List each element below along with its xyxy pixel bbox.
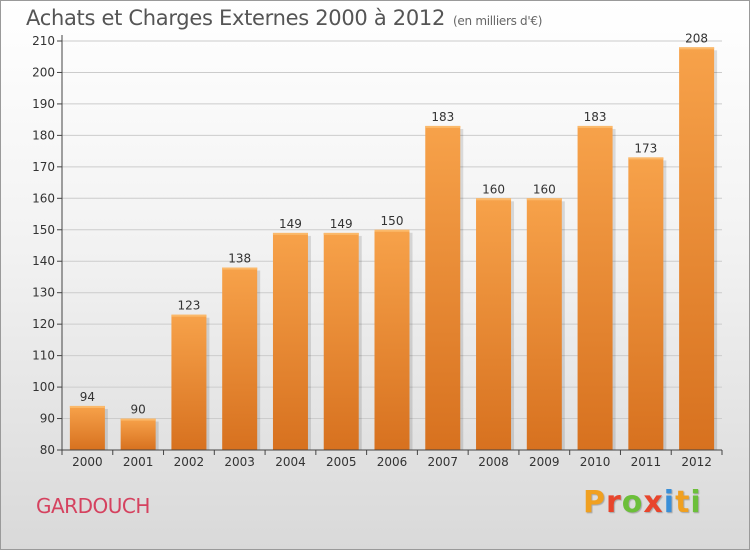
x-tick-label: 2012 xyxy=(681,455,712,469)
bar xyxy=(323,232,359,450)
bar-top-edge xyxy=(69,405,105,408)
bar-value-label: 208 xyxy=(685,31,708,45)
y-tick-label: 110 xyxy=(32,349,55,363)
bar xyxy=(69,405,105,450)
bar xyxy=(628,157,664,450)
bar-value-label: 150 xyxy=(381,214,404,228)
bar xyxy=(272,232,308,450)
logo-letter: i xyxy=(690,485,702,520)
bar-top-edge xyxy=(679,47,715,50)
y-tick-label: 130 xyxy=(32,286,55,300)
y-tick-label: 210 xyxy=(32,34,55,48)
x-tick-label: 2000 xyxy=(72,455,103,469)
bars xyxy=(69,47,718,451)
y-tick-label: 80 xyxy=(40,443,55,457)
x-tick-label: 2005 xyxy=(326,455,357,469)
logo-letter: i xyxy=(663,485,676,520)
bar-top-edge xyxy=(374,229,410,232)
bar-value-label: 123 xyxy=(177,299,200,313)
bar-value-label: 90 xyxy=(131,403,146,417)
bar xyxy=(171,314,207,450)
bar-top-edge xyxy=(272,232,308,235)
bar-top-edge xyxy=(120,418,156,421)
bar xyxy=(222,267,258,450)
y-tick-label: 150 xyxy=(32,223,55,237)
bar-top-edge xyxy=(476,198,512,201)
y-tick-label: 140 xyxy=(32,254,55,268)
logo-letter: t xyxy=(675,485,691,520)
y-tick-label: 180 xyxy=(32,128,55,142)
x-tick-label: 2004 xyxy=(275,455,306,469)
y-tick-label: 120 xyxy=(32,317,55,331)
bar-top-edge xyxy=(526,198,562,201)
x-tick-label: 2006 xyxy=(377,455,408,469)
bar-top-edge xyxy=(222,267,258,270)
bar-top-edge xyxy=(323,232,359,235)
bar-value-label: 160 xyxy=(482,182,505,196)
title-text: Achats et Charges Externes 2000 à 2012 xyxy=(26,6,446,30)
x-tick-label: 2003 xyxy=(224,455,255,469)
x-tick-label: 2002 xyxy=(174,455,205,469)
bar xyxy=(679,47,715,451)
bar-top-edge xyxy=(171,314,207,317)
logo-letter: o xyxy=(621,485,644,520)
y-tick-label: 100 xyxy=(32,380,55,394)
y-tick-label: 160 xyxy=(32,191,55,205)
y-tick-label: 90 xyxy=(40,412,55,426)
x-tick-label: 2010 xyxy=(580,455,611,469)
y-tick-label: 190 xyxy=(32,97,55,111)
bar-value-label: 183 xyxy=(584,110,607,124)
axes xyxy=(57,35,723,455)
bar xyxy=(425,125,461,450)
logo-letter: x xyxy=(643,485,664,520)
bar-value-label: 94 xyxy=(80,390,95,404)
bar-value-label: 149 xyxy=(330,217,353,231)
bar-top-edge xyxy=(628,157,664,160)
chart-title: Achats et Charges Externes 2000 à 2012 (e… xyxy=(26,6,542,30)
bar-value-label: 160 xyxy=(533,182,556,196)
logo-letter: r xyxy=(606,485,622,520)
bar xyxy=(120,418,156,450)
bar xyxy=(476,198,512,450)
x-tick-label: 2008 xyxy=(478,455,509,469)
labels: 80 90 100 110 120 130 140 150 160 170 180 190 200 210… xyxy=(32,31,712,469)
chart-subtitle: (en milliers d'€) xyxy=(453,14,543,28)
bar xyxy=(577,125,613,450)
bar-value-label: 173 xyxy=(634,141,657,155)
x-tick-label: 2001 xyxy=(123,455,154,469)
bar-value-label: 149 xyxy=(279,217,302,231)
x-tick-label: 2009 xyxy=(529,455,560,469)
bar xyxy=(526,198,562,450)
proxiti-logo: Proxiti xyxy=(583,485,702,520)
x-tick-label: 2007 xyxy=(427,455,458,469)
bar-value-label: 183 xyxy=(431,110,454,124)
bar-value-label: 138 xyxy=(228,252,251,266)
x-tick-label: 2011 xyxy=(631,455,662,469)
y-tick-label: 170 xyxy=(32,160,55,174)
bar-top-edge xyxy=(577,125,613,128)
city-name: GARDOUCH xyxy=(36,494,150,518)
y-tick-label: 200 xyxy=(32,65,55,79)
bar xyxy=(374,229,410,450)
logo-letter: P xyxy=(583,485,606,520)
bar-top-edge xyxy=(425,125,461,128)
